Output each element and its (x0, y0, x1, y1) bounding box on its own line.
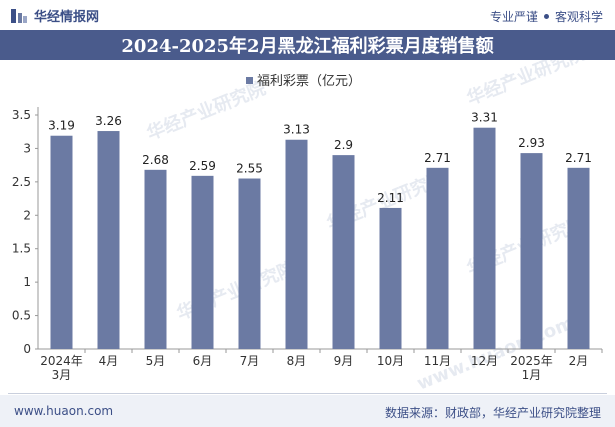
top-bar: 华经情报网 专业严谨 客观科学 (0, 0, 615, 30)
bar (426, 167, 449, 349)
y-tick-label: 2.5 (12, 175, 31, 189)
bar-value-label: 3.13 (283, 123, 310, 137)
x-tick-label: 12月 (471, 354, 498, 368)
huajing-logo-icon (11, 8, 27, 23)
bar-value-label: 2.59 (189, 159, 216, 173)
tagline: 专业严谨 客观科学 (490, 8, 603, 25)
x-tick-label: 2月 (569, 354, 589, 368)
x-tick-label-line: 7月 (240, 354, 260, 368)
x-tick-label: 2025年 1月 (510, 354, 553, 382)
x-tick-label-line: 10月 (377, 354, 404, 368)
x-tick-label-line: 5月 (146, 354, 166, 368)
x-tick-label: 4月 (99, 354, 119, 368)
chart-title: 2024-2025年2月黑龙江福利彩票月度销售额 (0, 30, 615, 60)
x-tick-label: 7月 (240, 354, 260, 368)
y-tick-label: 1.5 (12, 242, 31, 256)
y-tick-label: 2 (23, 208, 31, 222)
footer: www.huaon.com 数据来源：财政部，华经产业研究院整理 (0, 395, 615, 427)
bar-value-label: 2.71 (424, 151, 451, 165)
bar (191, 175, 214, 349)
x-tick-label-line: 6月 (193, 354, 213, 368)
bar-value-label: 2.71 (565, 151, 592, 165)
brand-name: 华经情报网 (34, 10, 100, 25)
x-tick-label-line: 2024年 (40, 354, 83, 368)
brand: 华经情报网 (10, 6, 99, 25)
y-tick-label: 0 (23, 342, 31, 356)
x-tick-label-line: 11月 (424, 354, 451, 368)
bar (285, 139, 308, 349)
bar-value-label: 3.26 (95, 114, 122, 128)
bar (567, 167, 590, 349)
x-tick-label: 11月 (424, 354, 451, 368)
x-tick-label: 10月 (377, 354, 404, 368)
bar (520, 153, 543, 349)
bar (473, 127, 496, 350)
y-tick-label: 1 (23, 275, 31, 289)
bar-value-label: 3.19 (48, 119, 75, 133)
bar-value-label: 2.68 (142, 153, 169, 167)
x-tick-label-line: 9月 (334, 354, 354, 368)
x-tick-label: 6月 (193, 354, 213, 368)
bar (50, 135, 73, 349)
tagline-left: 专业严谨 (489, 10, 538, 24)
bar-value-label: 2.55 (236, 162, 263, 176)
x-tick-label-line: 4月 (99, 354, 119, 368)
x-tick-label-line: 1月 (522, 368, 542, 382)
x-tick-label: 8月 (287, 354, 307, 368)
tagline-right: 客观科学 (554, 10, 603, 24)
bar (379, 207, 402, 349)
x-tick-label-line: 2月 (569, 354, 589, 368)
bar-value-label: 2.9 (334, 138, 353, 152)
x-tick-label: 2024年 3月 (40, 354, 83, 382)
legend-label: 福利彩票（亿元） (257, 74, 361, 89)
bar-value-label: 3.31 (471, 111, 498, 125)
bar-value-label: 2.11 (377, 191, 404, 205)
bar (332, 155, 355, 349)
watermark-text: 华经产业研究院 (144, 77, 269, 145)
bullet-dot-icon (543, 14, 549, 19)
x-tick-label: 9月 (334, 354, 354, 368)
footer-divider (8, 393, 607, 394)
bar (238, 178, 261, 349)
y-tick-label: 3.5 (12, 108, 31, 122)
legend-swatch (246, 77, 253, 84)
x-tick-label-line: 8月 (287, 354, 307, 368)
bar (97, 131, 120, 349)
footer-source: 数据来源：财政部，华经产业研究院整理 (384, 406, 601, 420)
y-tick-label: 3 (23, 141, 31, 155)
footer-site: www.huaon.com (14, 404, 114, 418)
x-tick-label: 5月 (146, 354, 166, 368)
x-tick-label-line: 3月 (52, 368, 72, 382)
y-tick-label: 0.5 (12, 309, 31, 323)
bar-value-label: 2.93 (518, 136, 545, 150)
watermark-text: 华经产业研究院 (464, 60, 589, 110)
x-tick-label-line: 12月 (471, 354, 498, 368)
bar (144, 169, 167, 349)
bar-chart: 华经产业研究院华经产业研究院华经产业研究院华经产业研究院华经产业研究院www.h… (12, 60, 603, 395)
x-tick-label-line: 2025年 (510, 354, 553, 368)
